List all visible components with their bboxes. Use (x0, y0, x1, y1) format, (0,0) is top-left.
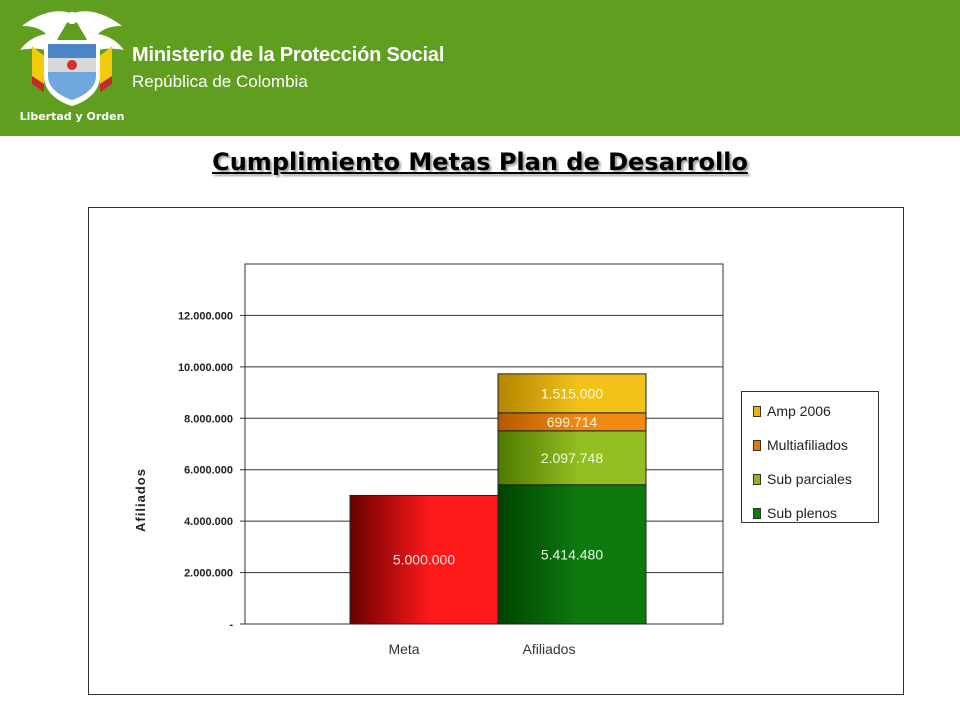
y-tick-label: - (229, 619, 233, 631)
data-label: 1.515.000 (541, 385, 603, 401)
legend-label: Amp 2006 (767, 403, 831, 419)
legend-label: Multiafiliados (767, 437, 848, 453)
y-tick-label: 2.000.000 (184, 568, 233, 580)
legend-swatch (753, 439, 761, 451)
y-axis-title: Afiliados (133, 468, 148, 532)
chart-legend: Amp 2006 Multiafiliados Sub parciales Sub p… (741, 391, 879, 523)
x-category-label: Meta (388, 641, 419, 657)
legend-label: Sub plenos (767, 505, 838, 521)
legend-label: Sub parciales (767, 471, 852, 487)
slide-title: Cumplimiento Metas Plan de Desarrollo (212, 148, 748, 176)
legend-item-amp-2006: Amp 2006 (753, 402, 831, 420)
data-label: 5.414.480 (541, 546, 603, 562)
bar-amp-2006 (497, 373, 647, 414)
y-tick-label: 6.000.000 (184, 465, 233, 477)
legend-swatch (753, 405, 761, 417)
legend-item-sub-plenos: Sub plenos (753, 504, 837, 522)
legend-swatch (753, 507, 761, 519)
data-label: 2.097.748 (541, 450, 603, 466)
legend-item-sub-parciales: Sub parciales (753, 470, 852, 488)
data-label: 699.714 (547, 414, 598, 430)
legend-item-multiafiliados: Multiafiliados (753, 436, 848, 454)
emblem-motto: Libertad y Orden (20, 110, 125, 123)
x-category-label: Afiliados (523, 641, 576, 657)
ministry-name: Ministerio de la Protección Social (132, 44, 445, 66)
header-bar: Libertad y Orden Ministerio de la Protec… (0, 0, 960, 136)
legend-swatch (753, 473, 761, 485)
republic-name: República de Colombia (132, 72, 308, 91)
bar-sub-parciales (497, 430, 647, 486)
data-label: 5.000.000 (393, 552, 455, 568)
coat-of-arms-emblem: Libertad y Orden (20, 11, 125, 123)
bar-chart: - 2.000.000 4.000.000 6.000.000 8.000.000 10.… (133, 263, 724, 657)
y-tick-label: 10.000.000 (178, 362, 233, 374)
y-tick-label: 4.000.000 (184, 516, 233, 528)
y-tick-label: 8.000.000 (184, 413, 233, 425)
y-tick-label: 12.000.000 (178, 310, 233, 322)
